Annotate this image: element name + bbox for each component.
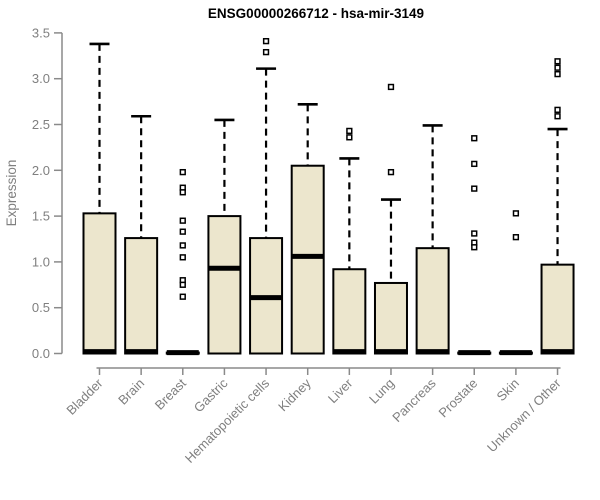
plot-root xyxy=(82,37,575,356)
x-category-label: Pancreas xyxy=(389,375,439,425)
outlier-point xyxy=(512,210,520,217)
outlier-point xyxy=(262,48,270,56)
outlier-point xyxy=(554,58,561,65)
y-tick-label: 3.0 xyxy=(32,71,50,86)
x-category-label: Unknown / Other xyxy=(484,375,564,455)
outlier-point xyxy=(179,293,186,300)
boxplot-breast xyxy=(165,168,200,356)
chart-title: ENSG00000266712 - hsa-mir-3149 xyxy=(208,6,424,21)
box-rect xyxy=(332,268,367,355)
outlier-point xyxy=(179,254,186,261)
boxplot-liver xyxy=(332,127,367,355)
y-tick-label: 0.5 xyxy=(32,300,50,315)
box-rect xyxy=(82,212,117,355)
y-axis: 0.0 0.5 1.0 1.5 2.0 2.5 3.0 3.5 xyxy=(32,25,63,361)
box-rect xyxy=(373,281,408,355)
outlier-point xyxy=(179,281,186,288)
outlier-point xyxy=(554,106,561,113)
boxplot-prostate xyxy=(457,135,492,356)
outlier-point xyxy=(554,70,561,78)
box-rect xyxy=(415,247,450,355)
boxplot-bladder xyxy=(82,42,117,355)
x-category-label: Lung xyxy=(366,376,397,407)
outlier-point xyxy=(179,228,186,235)
boxplot-brain xyxy=(124,114,159,355)
outlier-point xyxy=(471,160,478,168)
y-tick-label: 2.0 xyxy=(32,163,50,178)
outlier-point xyxy=(554,113,561,120)
box-rect xyxy=(290,164,325,355)
outlier-point xyxy=(346,134,353,141)
x-category-label: Bladder xyxy=(63,375,106,418)
boxplot-kidney xyxy=(290,103,325,355)
y-tick-label: 2.5 xyxy=(32,117,50,132)
boxplot-lung xyxy=(373,83,408,355)
boxplot-skin xyxy=(498,210,533,356)
outlier-point xyxy=(471,230,478,237)
x-category-label: Kidney xyxy=(275,375,314,414)
outlier-point xyxy=(387,168,395,176)
y-tick-label: 3.5 xyxy=(32,25,50,40)
boxplot-unknown-other xyxy=(540,58,575,355)
outlier-point xyxy=(262,37,270,45)
outlier-point xyxy=(179,189,186,196)
x-category-label: Gastric xyxy=(191,375,231,415)
x-category-label: Liver xyxy=(325,375,356,406)
boxplot-hematopoietic-cells xyxy=(249,37,284,355)
outlier-point xyxy=(471,244,478,251)
box-rect xyxy=(540,263,575,355)
y-tick-label: 1.0 xyxy=(32,254,50,269)
outlier-point xyxy=(179,217,186,224)
x-category-label: Breast xyxy=(152,375,189,412)
outlier-point xyxy=(471,185,478,192)
outlier-point xyxy=(179,242,186,249)
box-rect xyxy=(124,237,159,355)
y-axis-title: Expression xyxy=(4,160,19,227)
y-tick-label: 1.5 xyxy=(32,209,50,224)
outlier-point xyxy=(346,127,353,135)
outlier-point xyxy=(471,135,478,142)
outlier-point xyxy=(387,83,395,91)
box-rect xyxy=(207,215,242,355)
outlier-point xyxy=(512,234,520,241)
x-category-label: Skin xyxy=(494,376,522,404)
y-tick-label: 0.0 xyxy=(32,346,50,361)
boxplot-gastric xyxy=(207,118,242,355)
outlier-point xyxy=(179,168,186,176)
outlier-point xyxy=(554,64,561,71)
boxplot-pancreas xyxy=(415,124,450,355)
x-category-label: Prostate xyxy=(436,376,481,421)
x-category-label: Brain xyxy=(115,376,147,408)
